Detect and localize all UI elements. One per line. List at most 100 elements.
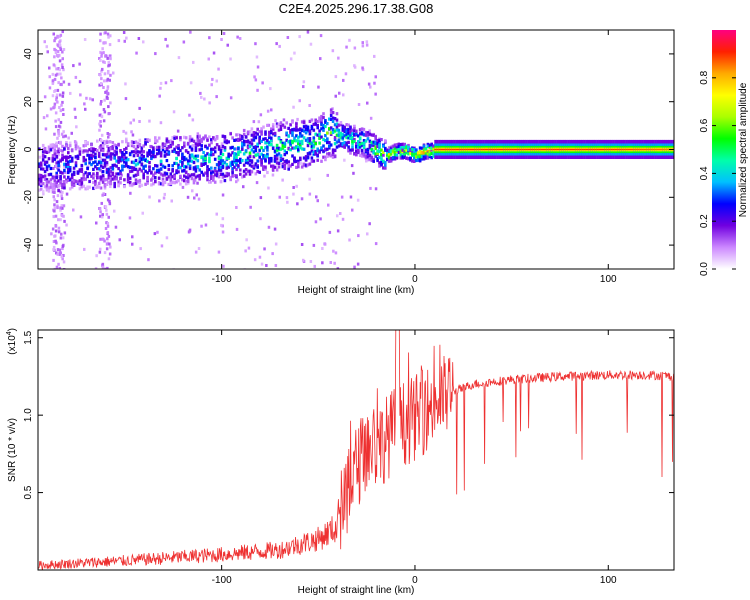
heatmap-noise-cell <box>51 227 55 231</box>
heatmap-ridge-cell <box>173 136 176 140</box>
heatmap-ridge-cell <box>212 152 215 157</box>
heatmap-ridge-cell <box>90 147 93 151</box>
heatmap-ridge-cell <box>349 127 352 131</box>
heatmap-noise-cell <box>56 100 59 104</box>
heatmap-ridge-cell <box>192 160 196 165</box>
heatmap-noise-cell <box>292 105 295 109</box>
heatmap-ridge-cell <box>353 152 356 156</box>
heatmap-noise-cell <box>265 264 268 267</box>
heatmap-ridge-cell <box>105 155 109 159</box>
heatmap-ridge-cell <box>418 146 422 150</box>
heatmap-ridge-cell <box>148 161 151 165</box>
heatmap-noise-cell <box>56 194 60 198</box>
heatmap-ridge-cell <box>281 146 285 150</box>
heatmap-ridge-cell <box>152 167 155 171</box>
heatmap-ridge-cell <box>326 152 329 156</box>
heatmap-noise-cell <box>55 265 59 269</box>
heatmap-noise-cell <box>148 195 151 199</box>
heatmap-ridge-cell <box>86 185 89 189</box>
heatmap-noise-cell <box>58 43 62 47</box>
heatmap-ridge-cell <box>333 137 337 142</box>
heatmap-ridge-cell <box>148 152 151 156</box>
heatmap-ridge-cell <box>252 166 256 170</box>
heatmap-ridge-cell <box>246 144 250 148</box>
heatmap-ridge-cell <box>262 148 265 152</box>
heatmap-ridge-cell <box>295 146 298 150</box>
heatmap-noise-cell <box>103 193 107 196</box>
heatmap-noise-cell <box>329 261 332 264</box>
heatmap-noise-cell <box>302 85 305 89</box>
heatmap-noise-cell <box>54 73 58 77</box>
heatmap-ridge-cell <box>283 149 287 153</box>
heatmap-ridge-cell <box>109 152 113 156</box>
heatmap-ridge-cell <box>403 152 406 156</box>
heatmap-ridge-cell <box>200 170 203 174</box>
snr-y-tick-label: 0.5 <box>23 485 34 499</box>
heatmap-noise-cell <box>55 98 58 102</box>
snr-scale-factor: (x104) <box>6 328 18 355</box>
heatmap-ridge-cell <box>329 131 333 135</box>
heatmap-ridge-cell <box>353 129 356 133</box>
heatmap-ridge-cell <box>221 152 225 157</box>
heatmap-ridge-cell <box>416 153 420 157</box>
heatmap-ridge-cell <box>411 152 414 156</box>
heatmap-noise-cell <box>257 120 261 124</box>
heatmap-ridge-cell <box>177 166 180 170</box>
heatmap-ridge-cell <box>47 173 51 177</box>
heatmap-ridge-cell <box>179 174 182 178</box>
heatmap-ridge-cell <box>221 164 225 168</box>
heatmap-ridge-cell <box>358 153 362 157</box>
heatmap-ridge-cell <box>86 153 89 157</box>
heatmap-noise-cell <box>106 54 109 58</box>
heatmap-ridge-cell <box>196 143 200 147</box>
heatmap-noise-cell <box>75 125 78 129</box>
heatmap-noise-cell <box>259 113 263 117</box>
heatmap-band-cell <box>532 148 536 151</box>
heatmap-noise-cell <box>99 120 102 123</box>
heatmap-ridge-cell <box>358 136 362 140</box>
heatmap-noise-cell <box>235 206 238 209</box>
heatmap-ridge-cell <box>244 140 248 144</box>
heatmap-ridge-cell <box>324 139 327 143</box>
heatmap-ridge-cell <box>94 182 97 186</box>
heatmap-noise-cell <box>163 192 166 196</box>
heatmap-noise-cell <box>62 130 65 134</box>
heatmap-ridge-cell <box>374 152 377 156</box>
heatmap-noise-cell <box>299 161 303 165</box>
heatmap-ridge-cell <box>242 163 246 167</box>
heatmap-ridge-cell <box>97 167 101 171</box>
heatmap-ridge-cell <box>380 160 383 164</box>
heatmap-ridge-cell <box>287 160 290 164</box>
heatmap-ridge-cell <box>186 173 190 177</box>
heatmap-noise-cell <box>104 90 107 94</box>
heatmap-ridge-cell <box>39 173 43 178</box>
heatmap-noise-cell <box>53 198 56 202</box>
heatmap-ridge-cell <box>140 162 144 166</box>
heatmap-ridge-cell <box>403 145 406 149</box>
heatmap-ridge-cell <box>231 136 234 140</box>
heatmap-noise-cell <box>99 210 102 214</box>
heatmap-noise-cell <box>63 166 66 170</box>
heatmap-noise-cell <box>62 214 65 218</box>
heatmap-ridge-cell <box>432 147 435 151</box>
heatmap-noise-cell <box>302 80 306 84</box>
heatmap-noise-cell <box>62 113 65 116</box>
heatmap-ridge-cell <box>273 165 277 169</box>
heatmap-noise-cell <box>104 227 108 230</box>
heatmap-ridge-cell <box>314 132 317 136</box>
heatmap-y-tick-label: 0 <box>23 146 34 152</box>
heatmap-ridge-cell <box>121 168 124 172</box>
heatmap-ridge-cell <box>324 124 327 129</box>
heatmap-noise-cell <box>249 130 252 134</box>
colorbar-tick-label: 0.6 <box>699 118 710 132</box>
heatmap-ridge-cell <box>92 154 95 158</box>
heatmap-noise-cell <box>84 107 87 111</box>
heatmap-noise-cell <box>329 128 332 132</box>
heatmap-noise-cell <box>176 129 180 133</box>
heatmap-ridge-cell <box>202 173 205 177</box>
heatmap-ridge-cell <box>252 131 256 135</box>
heatmap-ridge-cell <box>126 174 130 178</box>
heatmap-noise-cell <box>60 63 64 67</box>
heatmap-ridge-cell <box>107 176 111 180</box>
heatmap-ridge-cell <box>221 159 225 163</box>
